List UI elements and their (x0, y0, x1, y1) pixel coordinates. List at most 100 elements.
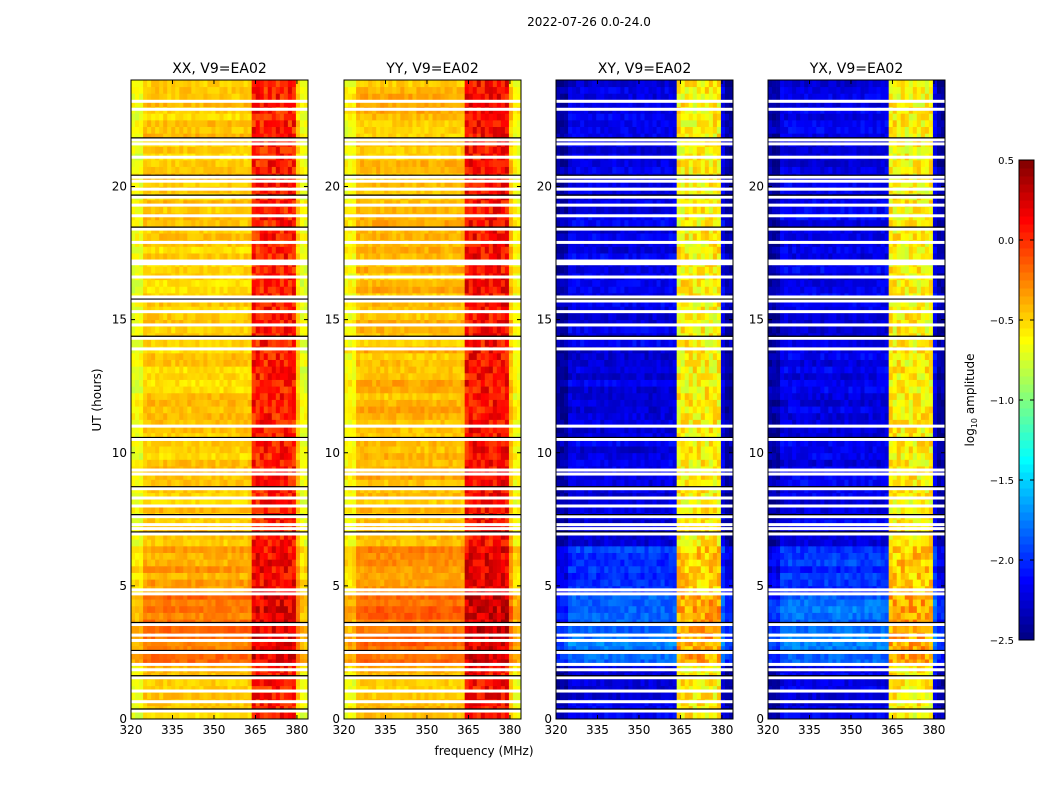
heatmap-cell (267, 625, 273, 633)
heatmap-cell (279, 559, 285, 567)
heatmap-cell (195, 539, 200, 547)
heatmap-cell (243, 432, 249, 440)
heatmap-cell (191, 419, 196, 427)
heatmap-cell (263, 479, 269, 487)
heatmap-cell (147, 159, 152, 167)
heatmap-cell (283, 652, 289, 660)
heatmap-cell (155, 119, 160, 127)
heatmap-cell (271, 472, 277, 480)
heatmap-cell (183, 652, 188, 660)
heatmap-cell (175, 233, 180, 241)
heatmap-cell (271, 93, 277, 101)
heatmap-cell (151, 605, 156, 613)
heatmap-cell (352, 659, 357, 667)
heatmap-cell (163, 379, 168, 387)
heatmap-cell (267, 199, 273, 207)
heatmap-cell (199, 492, 204, 500)
heatmap-cell (215, 352, 220, 360)
heatmap-cell (155, 545, 160, 553)
heatmap-cell (279, 279, 285, 287)
heatmap-cell (175, 326, 180, 334)
heatmap-cell (167, 386, 172, 394)
heatmap-cell (199, 565, 204, 573)
heatmap-cell (259, 206, 265, 214)
heatmap-cell (139, 659, 144, 667)
heatmap-cell (392, 659, 397, 667)
heatmap-cell (163, 652, 168, 660)
heatmap-cell (231, 412, 236, 420)
heatmap-cell (203, 685, 208, 693)
heatmap-cell (231, 599, 236, 607)
heatmap-cell (271, 545, 277, 553)
heatmap-cell (183, 712, 188, 720)
heatmap-cell (191, 552, 196, 560)
heatmap-cell (440, 712, 445, 720)
flagged-row (131, 700, 308, 704)
heatmap-cell (147, 372, 152, 380)
heatmap-cell (167, 113, 172, 121)
heatmap-cell (239, 386, 245, 394)
heatmap-cell (199, 99, 204, 108)
heatmap-cell (199, 532, 204, 540)
heatmap-cell (235, 312, 241, 321)
heatmap-cell (239, 113, 245, 121)
heatmap-cell (516, 692, 522, 700)
heatmap-cell (251, 319, 257, 327)
heatmap-cell (171, 645, 176, 653)
heatmap-cell (420, 712, 425, 720)
heatmap-cell (171, 126, 176, 134)
heatmap-cell (179, 439, 184, 447)
heatmap-cell (295, 545, 301, 553)
heatmap-cell (267, 419, 273, 427)
heatmap-cell (303, 319, 309, 327)
heatmap-cell (263, 612, 269, 620)
heatmap-cell (135, 499, 140, 507)
heatmap-cell (139, 279, 144, 287)
heatmap-cell (155, 286, 160, 294)
heatmap-cell (207, 625, 212, 633)
heatmap-cell (235, 179, 241, 187)
heatmap-cell (239, 146, 245, 154)
heatmap-cell (372, 712, 377, 720)
heatmap-cell (223, 372, 228, 380)
heatmap-cell (151, 199, 156, 207)
heatmap-cell (207, 459, 212, 467)
heatmap-cell (163, 492, 168, 500)
heatmap-cell (287, 326, 293, 334)
heatmap-cell (287, 479, 293, 487)
heatmap-cell (247, 492, 253, 500)
heatmap-cell (400, 692, 405, 700)
heatmap-cell (187, 126, 192, 134)
heatmap-cell (191, 266, 196, 274)
heatmap-cell (143, 146, 148, 154)
heatmap-cell (283, 432, 289, 440)
heatmap-cell (267, 386, 273, 394)
heatmap-cell (143, 659, 148, 667)
heatmap-cell (356, 712, 361, 720)
heatmap-cell (135, 679, 140, 687)
heatmap-cell (275, 199, 281, 207)
heatmap-cell (263, 179, 269, 187)
heatmap-cell (291, 679, 297, 687)
heatmap-cell (283, 339, 289, 347)
heatmap-cell (255, 166, 261, 174)
heatmap-cell (500, 692, 506, 700)
heatmap-cell (452, 625, 458, 633)
heatmap-cell (191, 539, 196, 547)
heatmap-cell (279, 159, 285, 167)
heatmap-cell (151, 312, 156, 321)
heatmap-cell (452, 645, 458, 653)
heatmap-cell (299, 339, 305, 347)
heatmap-cell (179, 499, 184, 507)
heatmap-cell (275, 452, 281, 460)
heatmap-cell (243, 166, 249, 174)
heatmap-cell (239, 246, 245, 254)
heatmap-cell (183, 406, 188, 414)
heatmap-cell (299, 266, 305, 274)
heatmap-cell (207, 299, 212, 307)
heatmap-cell (247, 266, 253, 274)
heatmap-cell (356, 645, 361, 653)
heatmap-cell (432, 639, 437, 647)
heatmap-cell (432, 625, 437, 633)
heatmap-cell (283, 253, 289, 261)
